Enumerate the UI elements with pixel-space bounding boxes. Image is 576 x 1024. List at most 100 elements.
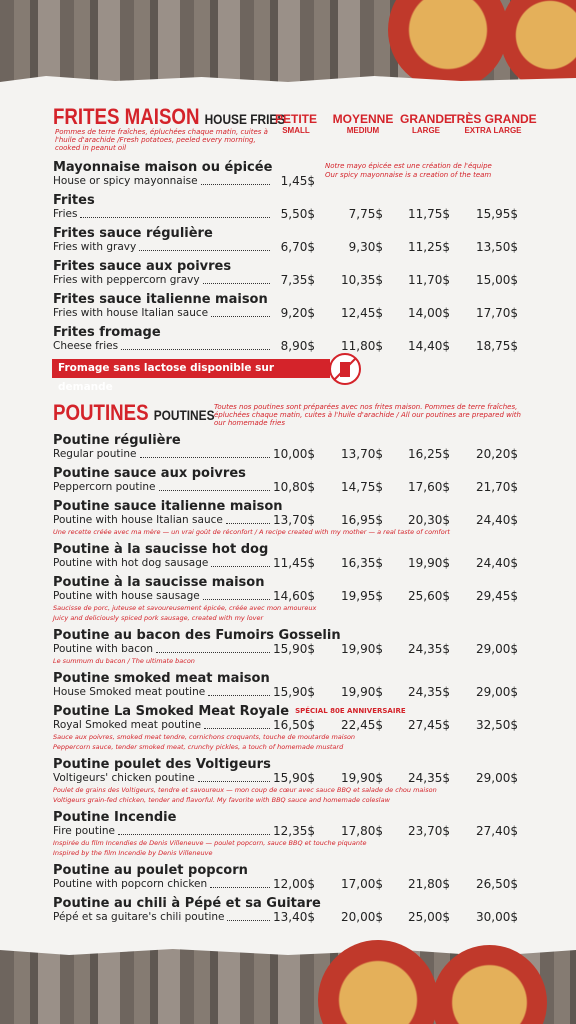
item-name: Frites <box>53 193 533 208</box>
price: 13,70$ <box>341 447 383 461</box>
title-en: POUTINES <box>153 407 215 423</box>
item-subrow: Cheese fries 8,90$ 11,80$ 14,40$ 18,75$ <box>53 340 518 353</box>
item-name: Poutine sauce italienne maison <box>53 499 533 514</box>
dot-leader <box>139 448 270 458</box>
dot-leader <box>225 514 270 524</box>
price: 17,80$ <box>341 824 383 838</box>
price: 19,90$ <box>408 556 450 570</box>
item-subrow: Royal Smoked meat poutine 16,50$ 22,45$ 27,… <box>53 719 518 732</box>
item-subname: Fries <box>53 208 78 220</box>
item-note: Inspired by the film Incendie by Denis V… <box>53 849 213 857</box>
item-subname: Poutine with popcorn chicken <box>53 878 208 890</box>
item-name: Poutine au bacon des Fumoirs Gosselin <box>53 628 533 643</box>
price: 17,60$ <box>408 480 450 494</box>
price: 13,40$ <box>273 910 315 924</box>
item-subname: Regular poutine <box>53 448 137 460</box>
price: 11,45$ <box>273 556 315 570</box>
price: 11,75$ <box>408 207 450 221</box>
item-name-text: Frites <box>53 193 95 208</box>
price: 15,90$ <box>273 642 315 656</box>
menu-item: Poutine poulet des Voltigeurs Voltigeurs'… <box>53 757 533 810</box>
price: 25,00$ <box>408 910 450 924</box>
title-en: HOUSE FRIES <box>204 111 286 127</box>
lactose-free-icon <box>329 353 361 385</box>
item-name-text: Poutine Incendie <box>53 810 177 825</box>
dot-leader <box>80 208 270 218</box>
item-name: Frites sauce italienne maison <box>53 292 533 307</box>
item-subname: Fries with house Italian sauce <box>53 307 209 319</box>
item-name-text: Poutine smoked meat maison <box>53 671 270 686</box>
price: 20,20$ <box>476 447 518 461</box>
item-name: Poutine sauce aux poivres <box>53 466 533 481</box>
menu-item: Poutine régulière Regular poutine 10,00$ 13… <box>53 433 533 466</box>
menu-item: Poutine sauce italienne maison Poutine wi… <box>53 499 533 542</box>
item-subname: Cheese fries <box>53 340 119 352</box>
item-subname: Poutine with hot dog sausage <box>53 557 209 569</box>
price: 12,45$ <box>341 306 383 320</box>
size-en: MEDIUM <box>346 126 380 135</box>
price: 11,25$ <box>408 240 450 254</box>
price: 23,70$ <box>408 824 450 838</box>
dot-leader <box>202 590 270 600</box>
section-description: Pommes de terre fraîches, épluchées chaq… <box>55 128 268 152</box>
item-subrow: Fries with peppercorn gravy 7,35$ 10,35$ 11… <box>53 274 518 287</box>
menu-item: Poutine au poulet popcorn Poutine with po… <box>53 863 533 896</box>
price: 11,70$ <box>408 273 450 287</box>
price: 16,50$ <box>273 718 315 732</box>
menu-item: Mayonnaise maison ou épicée House or spic… <box>53 160 533 193</box>
dot-leader <box>204 719 270 729</box>
item-name: Mayonnaise maison ou épicée <box>53 160 533 175</box>
item-tag: SPÉCIAL 80E ANNIVERSAIRE <box>295 707 406 715</box>
item-name: Frites sauce régulière <box>53 226 533 241</box>
dot-leader <box>121 340 270 350</box>
price: 7,35$ <box>280 273 315 287</box>
menu-item: Poutine à la saucisse maison Poutine with… <box>53 575 533 628</box>
menu-item: Frites Fries 5,50$ 7,75$ 11,75$ 15,95$ <box>53 193 533 226</box>
item-subname: Fries with gravy <box>53 241 137 253</box>
item-subrow: Poutine with house sausage 14,60$ 19,95$ 25… <box>53 590 518 603</box>
item-name-text: Poutine à la saucisse maison <box>53 575 265 590</box>
item-subrow: Poutine with bacon 15,90$ 19,90$ 24,35$ 29,0… <box>53 643 518 656</box>
item-note: Voltigeurs grain-fed chicken, tender and… <box>53 796 390 804</box>
dot-leader <box>208 686 270 696</box>
price: 16,35$ <box>341 556 383 570</box>
lactose-banner: Fromage sans lactose disponible sur dema… <box>52 359 330 393</box>
price: 29,00$ <box>476 685 518 699</box>
item-list: Mayonnaise maison ou épicée House or spic… <box>53 160 533 358</box>
item-name-text: Poutine au poulet popcorn <box>53 863 248 878</box>
dot-leader <box>156 643 270 653</box>
item-name: Poutine régulière <box>53 433 533 448</box>
item-subname: Poutine with house Italian sauce <box>53 514 223 526</box>
food-bowl <box>388 0 508 90</box>
item-subrow: Pépé et sa guitare's chili poutine 13,40$… <box>53 911 518 924</box>
food-bowl <box>432 945 547 1024</box>
menu-item: Frites sauce aux poivres Fries with peppe… <box>53 259 533 292</box>
title-fr: FRITES MAISON <box>53 104 200 129</box>
item-note: Inspirée du film Incendies de Denis Vill… <box>53 839 367 847</box>
price: 20,00$ <box>341 910 383 924</box>
menu-item: Poutine Incendie Fire poutine 12,35$ 17,80$… <box>53 810 533 863</box>
item-subname: House or spicy mayonnaise <box>53 175 198 187</box>
item-note: Juicy and deliciously spiced pork sausag… <box>53 614 264 622</box>
item-subrow: Fries with gravy 6,70$ 9,30$ 11,25$ 13,50$ <box>53 241 518 254</box>
menu-item: Frites sauce régulière Fries with gravy 6,… <box>53 226 533 259</box>
price: 10,80$ <box>273 480 315 494</box>
item-name-text: Poutine au chili à Pépé et sa Guitare <box>53 896 321 911</box>
section-description: Toutes nos poutines sont préparées avec … <box>214 403 521 427</box>
price: 15,00$ <box>476 273 518 287</box>
menu-item: Poutine smoked meat maison House Smoked m… <box>53 671 533 704</box>
price: 20,30$ <box>408 513 450 527</box>
item-note: Peppercorn sauce, tender smoked meat, cr… <box>53 743 344 751</box>
price: 29,45$ <box>476 589 518 603</box>
dot-leader <box>117 825 270 835</box>
price: 24,40$ <box>476 513 518 527</box>
size-header: MOYENNE MEDIUM <box>318 113 408 137</box>
dot-leader <box>211 307 270 317</box>
dot-leader <box>158 481 270 491</box>
item-name-text: Frites sauce aux poivres <box>53 259 232 274</box>
dot-leader <box>202 274 270 284</box>
item-subname: Poutine with house sausage <box>53 590 200 602</box>
dot-leader <box>197 772 270 782</box>
item-subname: Fries with peppercorn gravy <box>53 274 200 286</box>
